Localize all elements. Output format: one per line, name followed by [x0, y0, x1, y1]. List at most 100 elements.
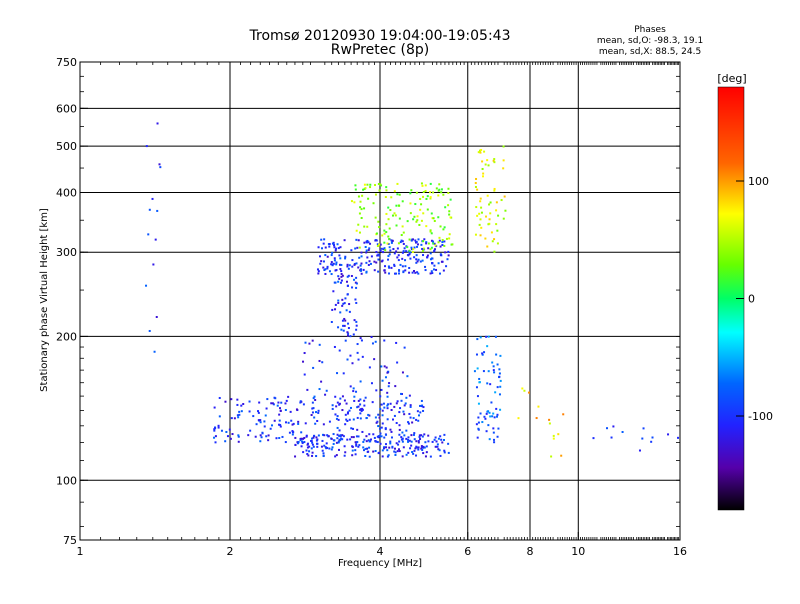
data-point	[441, 441, 444, 444]
data-point	[218, 415, 221, 418]
data-point	[489, 212, 492, 215]
data-point	[380, 260, 383, 263]
data-point	[384, 265, 387, 268]
data-point	[405, 250, 408, 253]
data-point	[422, 240, 425, 243]
data-point	[359, 398, 362, 401]
data-point	[340, 279, 343, 282]
data-point	[415, 191, 418, 194]
data-point	[355, 328, 358, 331]
data-point	[414, 239, 417, 242]
data-point	[328, 243, 331, 246]
data-point	[213, 428, 216, 431]
data-point	[368, 446, 371, 449]
data-point	[400, 399, 403, 402]
data-point	[407, 421, 410, 424]
data-point	[495, 415, 498, 418]
data-point	[420, 399, 423, 402]
data-point	[347, 274, 350, 277]
data-point	[433, 249, 436, 252]
data-point	[345, 402, 348, 405]
data-point	[363, 241, 366, 244]
data-point	[368, 414, 371, 417]
data-point	[259, 421, 262, 424]
data-point	[398, 433, 401, 436]
data-point	[410, 444, 413, 447]
data-point	[385, 212, 388, 215]
data-point	[338, 277, 341, 280]
data-point	[344, 413, 347, 416]
data-point	[387, 403, 390, 406]
data-point	[493, 438, 496, 441]
data-point	[365, 251, 368, 254]
data-point	[337, 299, 340, 302]
data-point	[485, 215, 488, 218]
data-point	[365, 435, 368, 438]
data-point	[380, 403, 383, 406]
data-point	[236, 414, 239, 417]
data-point	[380, 247, 383, 250]
data-point	[419, 208, 422, 211]
data-point	[311, 443, 314, 446]
data-point	[344, 319, 347, 322]
data-point	[349, 385, 352, 388]
data-point	[441, 244, 444, 247]
data-point	[377, 413, 380, 416]
data-point	[318, 359, 321, 362]
data-point	[417, 439, 420, 442]
data-point	[483, 150, 486, 153]
data-point	[487, 164, 490, 167]
data-point	[379, 395, 382, 398]
data-point	[667, 433, 670, 436]
data-point	[447, 250, 450, 253]
data-point	[431, 272, 434, 275]
data-point	[560, 454, 563, 457]
data-point	[388, 266, 391, 269]
data-point	[395, 402, 398, 405]
data-point	[417, 446, 420, 449]
data-point	[362, 188, 365, 191]
data-point	[502, 217, 505, 220]
data-point	[372, 202, 375, 205]
data-point	[357, 195, 360, 198]
data-point	[395, 204, 398, 207]
data-point	[311, 401, 314, 404]
data-point	[266, 398, 269, 401]
data-point	[410, 440, 413, 443]
data-point	[272, 403, 275, 406]
data-point	[410, 239, 413, 242]
data-point	[294, 436, 297, 439]
axes: 1 2 4 6 8 10 16 75 100 200 300 400 500 600 750	[56, 56, 687, 558]
data-point	[359, 417, 362, 420]
data-point	[378, 416, 381, 419]
colorbar-label: [deg]	[717, 72, 746, 85]
data-point	[407, 438, 410, 441]
data-point	[493, 250, 496, 253]
data-point	[376, 420, 379, 423]
data-point	[412, 433, 415, 436]
data-point	[377, 425, 380, 428]
data-point	[621, 431, 624, 434]
data-point	[317, 246, 320, 249]
data-point	[364, 454, 367, 457]
data-point	[387, 218, 390, 221]
data-point	[362, 268, 365, 271]
data-point	[359, 408, 362, 411]
data-point	[486, 159, 489, 162]
data-point	[351, 286, 354, 289]
data-point	[320, 247, 323, 250]
data-point	[328, 245, 331, 248]
data-point	[230, 417, 233, 420]
data-point	[424, 265, 427, 268]
data-point	[340, 328, 343, 331]
data-point	[333, 246, 336, 249]
data-point	[279, 425, 282, 428]
data-point	[440, 191, 443, 194]
data-point	[410, 189, 413, 192]
data-point	[151, 197, 154, 200]
data-point	[411, 271, 414, 274]
data-point	[358, 212, 361, 215]
data-point	[359, 264, 362, 267]
data-point	[487, 410, 490, 413]
data-point	[380, 365, 383, 368]
